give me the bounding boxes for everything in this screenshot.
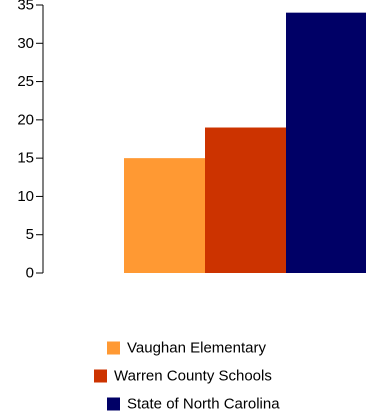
y-tick-label-0: 0 [26, 265, 34, 282]
legend-swatch-vaughan-elementary [107, 341, 120, 355]
y-tick-label-15: 15 [17, 150, 34, 167]
legend-label-state-of-north-carolina: State of North Carolina [127, 396, 280, 413]
legend: Vaughan Elementary Warren County Schools S… [94, 340, 280, 413]
legend-item-warren-county-schools: Warren County Schools [94, 368, 272, 385]
legend-label-warren-county-schools: Warren County Schools [114, 368, 272, 385]
y-tick-label-30: 30 [17, 35, 34, 52]
bar-vaughan-elementary [124, 158, 205, 273]
legend-label-vaughan-elementary: Vaughan Elementary [127, 340, 266, 357]
y-tick-label-10: 10 [17, 188, 34, 205]
legend-swatch-warren-county-schools [94, 369, 107, 383]
y-tick-label-25: 25 [17, 73, 34, 90]
y-tick-label-5: 5 [26, 226, 34, 243]
legend-item-state-of-north-carolina: State of North Carolina [107, 396, 280, 413]
legend-item-vaughan-elementary: Vaughan Elementary [107, 340, 266, 357]
y-tick-label-20: 20 [17, 111, 34, 128]
y-tick-label-35: 35 [17, 0, 34, 14]
bars [124, 12, 366, 274]
y-axis-ticks: 0 5 10 15 20 25 30 35 [17, 0, 43, 282]
bar-warren-county-schools [205, 127, 286, 273]
bar-state-of-north-carolina [286, 12, 366, 274]
legend-swatch-state-of-north-carolina [107, 397, 120, 411]
